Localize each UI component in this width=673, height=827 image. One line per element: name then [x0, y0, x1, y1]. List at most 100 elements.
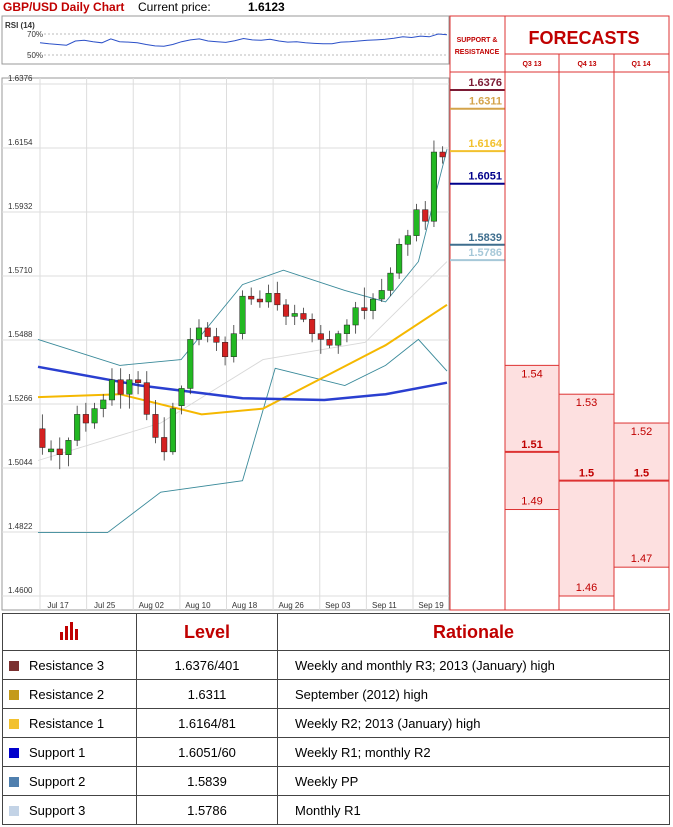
level-name-cell: Resistance 1: [2, 708, 137, 738]
candle-body: [256, 298, 263, 303]
level-value: 1.6376/401: [136, 650, 278, 680]
candle-body: [239, 295, 246, 334]
x-tick-label: Sep 03: [325, 601, 351, 610]
sr-frame: [449, 15, 506, 611]
candlesticks: [39, 140, 446, 470]
candle: [378, 278, 385, 302]
sr-level: 1.6376: [450, 77, 505, 91]
candle: [413, 203, 420, 242]
candle: [56, 437, 63, 470]
candle: [178, 385, 185, 415]
forecast-range: [613, 422, 670, 568]
level-rationale: Weekly R1; monthly R2: [277, 737, 670, 767]
candle-body: [39, 428, 46, 448]
candle: [300, 307, 307, 323]
level-color-swatch: [9, 689, 19, 700]
candle: [335, 330, 342, 354]
candle-body: [117, 379, 124, 395]
candle: [187, 327, 194, 395]
candle-body: [48, 448, 55, 453]
level-color-swatch: [9, 805, 19, 816]
level-color-swatch: [9, 660, 19, 671]
candle-body: [343, 324, 350, 334]
level-value: 1.6164/81: [136, 708, 278, 738]
candle: [265, 284, 272, 308]
candle-body: [291, 313, 298, 317]
sr-level: 1.6311: [450, 96, 505, 110]
level-name-cell: Support 2: [2, 766, 137, 796]
quarter-label-q3: Q3 13: [522, 61, 541, 68]
sr-levels: 1.6376 1.6311 1.6164 1.6051 1.5839 1.5786: [450, 77, 505, 262]
forecast-mid: 1.5: [579, 468, 594, 480]
sr-level: 1.6164: [450, 138, 505, 153]
bb-upper-line: [37, 149, 448, 366]
rationale-header: Rationale: [277, 613, 670, 651]
candle: [82, 402, 89, 432]
candle-body: [439, 151, 446, 158]
x-tick-label: Aug 26: [278, 601, 304, 610]
candle-body: [430, 151, 437, 222]
candle: [169, 402, 176, 455]
y-tick-label: 1.6376: [8, 74, 33, 83]
candle: [100, 394, 107, 418]
level-rationale: Monthly R1: [277, 795, 670, 825]
forecast-high: 1.54: [521, 368, 542, 380]
candle-body: [230, 333, 237, 357]
level-name-cell: Resistance 2: [2, 679, 137, 709]
candle-body: [222, 342, 229, 357]
x-tick-label: Jul 25: [94, 601, 116, 610]
candle: [39, 414, 46, 455]
level-name: Support 3: [29, 802, 86, 818]
candle: [65, 437, 72, 467]
sr-table-header: Level Rationale: [2, 613, 670, 651]
candle: [282, 299, 290, 326]
candle: [439, 146, 446, 164]
sr-title-line2: RESISTANCE: [455, 49, 500, 56]
level-rationale: Weekly R2; 2013 (January) high: [277, 708, 670, 738]
candle: [256, 290, 263, 308]
sr-level: 1.5786: [450, 247, 505, 262]
mid-band-line: [37, 261, 448, 461]
candle: [74, 405, 81, 447]
level-name: Resistance 1: [29, 715, 105, 731]
candle: [222, 336, 229, 366]
candle-body: [335, 333, 342, 346]
current-price-value: 1.6123: [248, 0, 285, 14]
bar-chart-icon: [59, 621, 78, 640]
table-row: Support 1 1.6051/60 Weekly R1; monthly R2: [2, 737, 670, 767]
y-tick-label: 1.5710: [8, 266, 33, 275]
y-tick-label: 1.4600: [8, 586, 33, 595]
candle-body: [396, 244, 403, 274]
x-tick-label: Aug 10: [185, 601, 211, 610]
candle: [91, 402, 98, 429]
candle-body: [248, 295, 255, 300]
level-value: 1.5839: [136, 766, 278, 796]
candle: [422, 201, 429, 230]
forecast-mid: 1.51: [521, 439, 542, 451]
candle-body: [213, 336, 220, 343]
candle-body: [422, 209, 429, 222]
candle-body: [126, 379, 133, 395]
forecast-low: 1.47: [631, 553, 652, 565]
sr-level-label: 1.6051: [468, 171, 502, 183]
quarter-label-q4: Q4 13: [577, 61, 596, 68]
candle: [361, 287, 368, 320]
level-name-cell: Support 1: [2, 737, 137, 767]
candle: [291, 304, 298, 326]
quarter-label-q1: Q1 14: [631, 61, 650, 68]
candle: [309, 313, 316, 343]
candle: [161, 417, 168, 461]
candle-body: [387, 272, 394, 291]
candle-body: [161, 437, 168, 453]
rsi-tick-50: 50%: [27, 51, 43, 60]
candle: [230, 325, 237, 363]
candle: [195, 319, 203, 346]
candle: [396, 238, 403, 279]
level-color-swatch: [9, 776, 19, 787]
level-name-cell: Support 3: [2, 795, 137, 825]
forecast-high: 1.53: [576, 397, 597, 409]
forecast-column: 1.52 1.5 1.47: [613, 422, 670, 568]
level-rationale: September (2012) high: [277, 679, 670, 709]
forecast-range: [504, 364, 560, 511]
level-value: 1.5786: [136, 795, 278, 825]
